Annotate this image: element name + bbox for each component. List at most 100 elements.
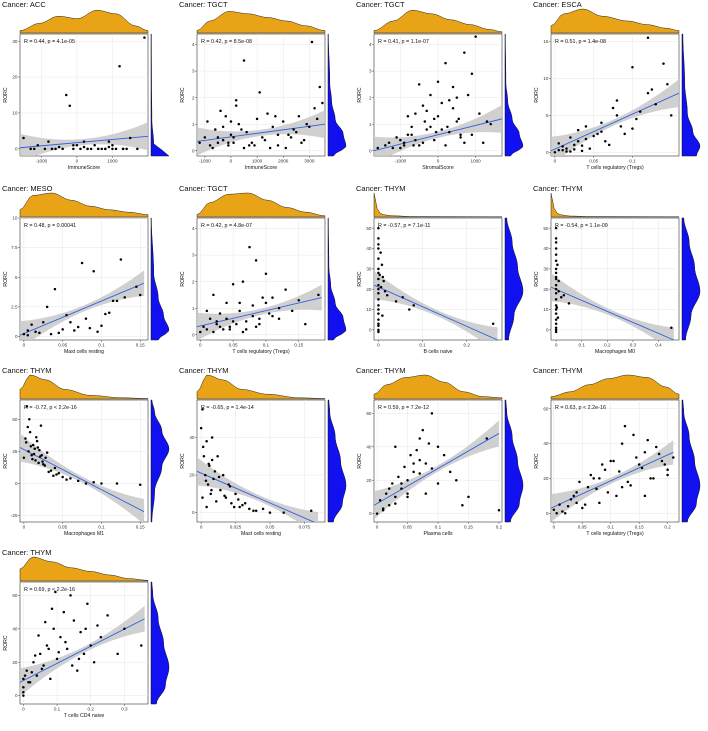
plot-area [196, 399, 326, 523]
data-point [592, 477, 595, 480]
scatter-plot: R = 0.51, p = 1.4e-08 0 0.05 0.1 0 5 10 15 T cel… [534, 8, 701, 171]
x-density-curve [373, 374, 503, 400]
data-point [206, 120, 209, 123]
data-point [281, 120, 285, 123]
x-tick-label: 0.3 [630, 343, 637, 348]
correlation-stat: R = -0.72, p < 2.2e-16 [24, 405, 77, 411]
data-point [89, 147, 93, 151]
data-point [455, 96, 459, 99]
chart-panel: Cancer: TGCT R = 0.42, p = 8.5e-08 -1000 0 1… [177, 0, 349, 178]
y-axis-ticks: 0 20 40 60 [543, 406, 551, 516]
data-point [440, 101, 444, 105]
chart-panel: Cancer: THYM R = 0.69, p < 2.2e-16 0 0.1 0.2… [0, 548, 172, 726]
correlation-stat: R = 0.41, p = 1.1e-07 [378, 39, 429, 45]
data-point [300, 141, 303, 144]
y-axis-ticks: 0 1 2 3 4 [192, 226, 197, 337]
panel-title: Cancer: THYM [2, 366, 52, 375]
data-point [52, 474, 55, 478]
scatter-plot: R = -0.72, p < 2.2e-16 0 0.05 0.1 0.15 -25 0 25… [3, 374, 170, 537]
data-point [409, 453, 412, 457]
data-point [61, 328, 64, 331]
data-point [406, 133, 410, 137]
data-point [82, 652, 86, 656]
y-tick-label: 4 [369, 42, 372, 47]
data-point [442, 453, 446, 457]
data-point [402, 141, 406, 144]
data-point [211, 146, 214, 150]
data-point [481, 141, 485, 144]
data-point [569, 136, 572, 139]
data-point [202, 325, 205, 328]
data-point [268, 511, 272, 514]
data-point [554, 287, 558, 291]
data-point [45, 305, 49, 309]
data-point [491, 322, 495, 325]
data-point [204, 473, 207, 477]
data-point [561, 148, 564, 152]
data-point [554, 253, 558, 256]
y-tick-label: 3 [369, 69, 372, 74]
data-point [232, 505, 236, 509]
x-tick-label: 0.1 [435, 525, 442, 530]
data-point [385, 294, 389, 297]
x-axis-ticks: 0 0.05 0.1 [554, 156, 636, 164]
data-point [562, 294, 566, 297]
data-point [116, 652, 119, 656]
data-point [552, 508, 556, 512]
y-density-curve [150, 399, 170, 523]
data-point [448, 130, 451, 134]
y-tick-label: 5 [15, 275, 18, 280]
data-point [313, 107, 316, 110]
data-point [136, 147, 139, 151]
x-tick-label: 0.1 [98, 343, 105, 348]
data-point [430, 412, 434, 415]
data-point [576, 128, 580, 132]
data-point [589, 473, 593, 477]
data-point [410, 133, 413, 137]
x-tick-label: 0 [230, 159, 233, 164]
x-tick-label: 0.3 [121, 707, 128, 712]
data-point [429, 125, 432, 129]
data-points [553, 36, 673, 154]
y-tick-label: 2.5 [11, 304, 18, 309]
x-density-curve [373, 9, 503, 34]
data-point [554, 318, 558, 321]
y-tick-label: -25 [11, 513, 18, 518]
correlation-stat: R = 0.51, p = 1.4e-08 [555, 39, 606, 45]
data-point [284, 288, 287, 291]
data-point [403, 465, 406, 469]
data-point [584, 137, 588, 141]
y-tick-label: 40 [366, 246, 372, 251]
data-point [79, 147, 82, 151]
data-point [557, 142, 561, 145]
data-point [626, 480, 630, 484]
data-point [436, 114, 440, 118]
data-point [72, 143, 75, 147]
data-point [650, 88, 654, 91]
x-tick-label: 0 [23, 525, 26, 530]
chart-panel: Cancer: THYM R = -0.65, p = 1.4e-14 0 0.025… [177, 366, 349, 544]
data-point [309, 509, 313, 512]
data-point [451, 85, 455, 89]
y-tick-label: 40 [189, 435, 195, 440]
data-points [554, 226, 673, 334]
data-point [556, 316, 560, 319]
data-point [92, 480, 95, 484]
data-point [580, 144, 584, 147]
data-point [49, 469, 53, 472]
x-axis-ticks: 0 0.025 0.05 0.075 [200, 522, 311, 530]
data-point [240, 128, 243, 131]
y-tick-label: 60 [543, 406, 549, 411]
data-point [557, 279, 560, 283]
data-point [412, 304, 415, 307]
x-tick-label: 0.4 [655, 343, 662, 348]
data-point [72, 147, 75, 151]
data-point [637, 463, 641, 466]
y-axis-label: RORC [357, 87, 363, 103]
y-density-curve [150, 581, 170, 705]
data-point [561, 510, 564, 513]
data-point [631, 127, 634, 130]
data-point [254, 509, 258, 512]
data-point [82, 140, 86, 143]
data-point [53, 466, 57, 470]
